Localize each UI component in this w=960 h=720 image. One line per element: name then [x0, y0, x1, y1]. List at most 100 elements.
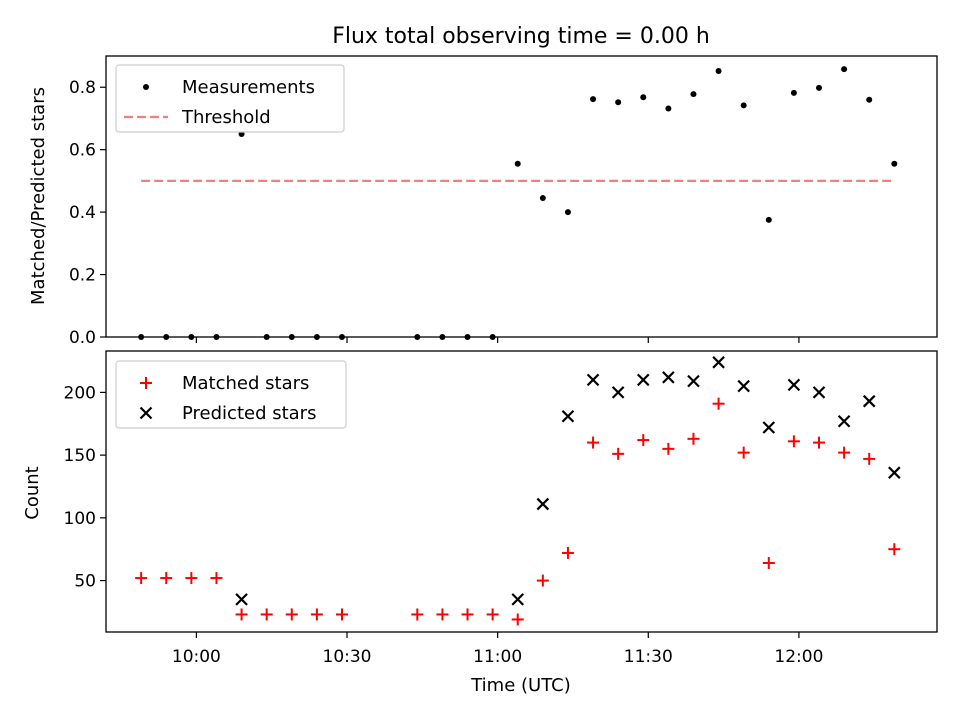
bottom-plot-frame: [105, 350, 938, 633]
matched-star-marker: [888, 543, 901, 556]
predicted-star-marker: [737, 379, 750, 393]
matched-star-marker: [135, 572, 148, 585]
predicted-star-marker: [787, 378, 801, 392]
measurement-point: [539, 195, 546, 202]
x-tick-label: 11:30: [624, 647, 673, 667]
matched-star-marker: [561, 546, 574, 559]
y-tick-label: 50: [74, 572, 96, 592]
predicted-star-marker: [561, 409, 575, 423]
matched-star-marker: [787, 435, 800, 448]
matched-star-marker: [185, 572, 198, 585]
measurement-point: [790, 89, 797, 96]
top-plot-frame: [105, 55, 938, 338]
top-plot-area: 0.0 0.2 0.4 0.6 0.8 Measurements Threshold: [69, 64, 898, 348]
matched-star-marker: [260, 608, 273, 621]
marker-stroke: [586, 373, 600, 387]
marker-stroke: [712, 356, 725, 369]
y-tick-label: 0.2: [69, 266, 96, 286]
measurement-point: [665, 105, 672, 112]
predicted-star-marker: [762, 421, 776, 434]
y-tick-label: 200: [64, 383, 96, 403]
matched-star-marker: [838, 446, 851, 459]
legend-x-handle: [139, 406, 153, 420]
matched-star-marker: [637, 434, 650, 447]
marker-stroke: [511, 593, 525, 606]
y-tick-label: 0.8: [69, 78, 96, 98]
marker-stroke: [536, 497, 550, 511]
matched-star-marker: [612, 447, 625, 460]
matched-star-marker: [310, 608, 323, 621]
measurement-point: [590, 96, 597, 103]
marker-stroke: [812, 386, 826, 399]
predicted-star-marker: [235, 593, 248, 606]
bottom-plot-area: 50 100 150 200 10:00 10:30 11:00 11:30 12:00 Matc…: [64, 356, 901, 667]
predicted-star-marker: [636, 373, 650, 387]
measurement-point: [866, 96, 873, 103]
legend: Measurements Threshold: [115, 64, 345, 133]
measurement-point: [615, 99, 622, 106]
matched-star-marker: [712, 397, 725, 410]
predicted-star-marker: [837, 414, 851, 428]
predicted-star-marker: [586, 373, 600, 387]
top-y-axis-label: Matched/Predicted stars: [28, 87, 49, 305]
marker-stroke: [787, 378, 801, 392]
legend-box: [115, 64, 345, 133]
matched-star-marker: [411, 608, 424, 621]
x-tick-label: 10:30: [323, 647, 372, 667]
legend: Matched stars Predicted stars: [115, 360, 347, 429]
x-tick-label: 10:00: [172, 647, 221, 667]
measurement-point: [765, 216, 772, 223]
predicted-star-marker: [888, 466, 901, 479]
matched-star-marker: [461, 608, 474, 621]
legend-label: Measurements: [182, 77, 315, 98]
legend-dot-handle: [143, 84, 149, 90]
predicted-star-marker: [687, 374, 700, 388]
marker-stroke: [837, 414, 851, 428]
matched-star-marker: [587, 436, 600, 449]
measurement-point: [690, 91, 697, 98]
legend-label: Matched stars: [182, 373, 309, 394]
measurement-point: [816, 84, 823, 91]
matched-star-marker: [536, 574, 549, 587]
top-chart-title: Flux total observing time = 0.00 h: [332, 24, 710, 49]
y-tick-label: 0.4: [69, 203, 96, 223]
predicted-star-marker: [812, 386, 826, 399]
measurement-point: [740, 102, 747, 109]
predicted-star-marker: [511, 593, 525, 606]
matched-star-marker: [486, 608, 499, 621]
matched-star-marker: [662, 442, 675, 455]
y-tick-label: 150: [64, 446, 96, 466]
y-tick-label: 0.0: [69, 328, 96, 348]
y-tick-label: 0.6: [69, 141, 96, 161]
marker-stroke: [762, 421, 776, 434]
matched-star-marker: [737, 446, 750, 459]
x-tick-label: 12:00: [774, 647, 823, 667]
legend-label: Threshold: [181, 107, 271, 128]
marker-stroke: [737, 379, 750, 393]
legend-box: [115, 360, 347, 429]
matched-star-marker: [285, 608, 298, 621]
measurement-point: [564, 209, 571, 216]
marker-stroke: [561, 409, 575, 423]
matched-star-marker: [235, 608, 248, 621]
predicted-star-marker: [712, 356, 725, 369]
x-tick-label: 11:00: [473, 647, 522, 667]
bottom-x-axis-label: Time (UTC): [470, 675, 571, 696]
measurement-point: [891, 160, 898, 167]
y-tick-label: 100: [64, 509, 96, 529]
marker-stroke: [662, 371, 675, 384]
matched-star-marker: [335, 608, 348, 621]
matched-star-marker: [160, 572, 173, 585]
predicted-star-marker: [662, 371, 675, 384]
marker-stroke: [235, 593, 248, 606]
predicted-star-marker: [862, 394, 876, 408]
matched-star-marker: [813, 436, 826, 449]
matched-star-marker: [210, 572, 223, 585]
measurement-point: [841, 66, 848, 73]
marker-stroke: [687, 374, 700, 388]
legend-label: Predicted stars: [182, 403, 316, 424]
measurement-point: [514, 160, 521, 167]
marker-stroke: [611, 386, 625, 399]
measurement-point: [640, 94, 647, 101]
measurement-point: [715, 67, 722, 74]
